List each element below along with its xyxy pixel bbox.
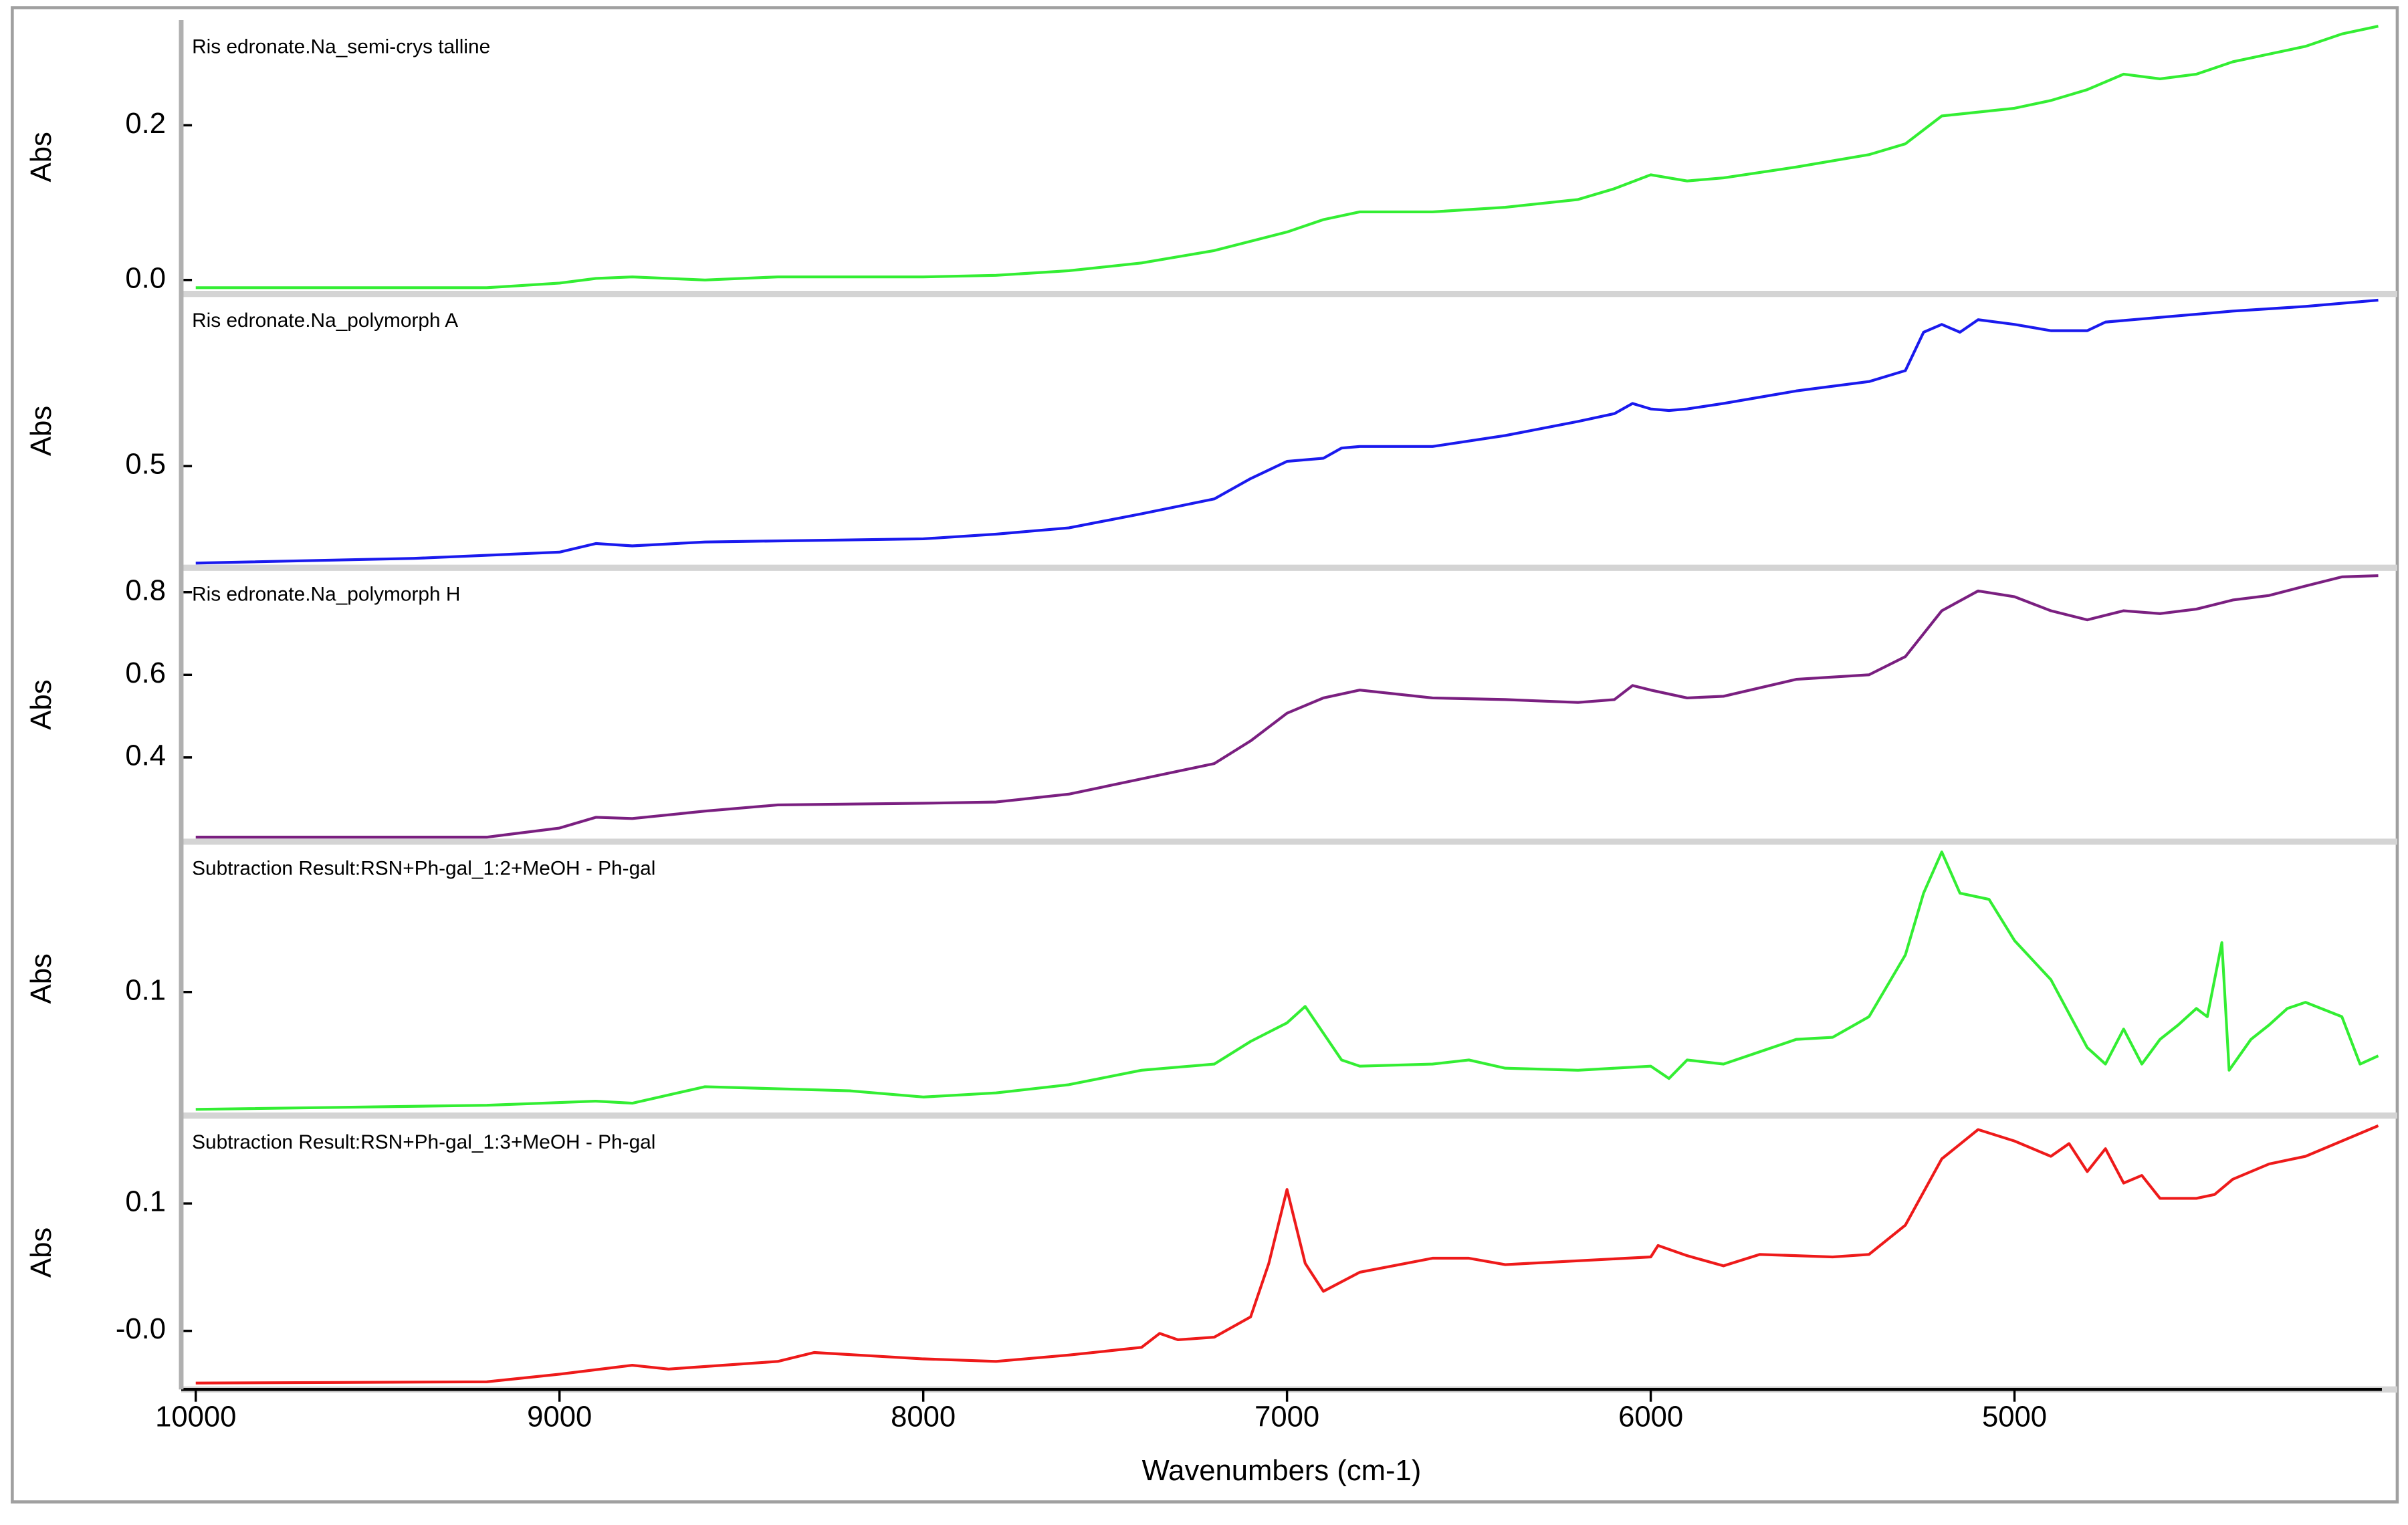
x-tick-label: 10000 xyxy=(155,1401,236,1433)
frame xyxy=(11,6,2399,1504)
y-tick-label: -0.0 xyxy=(116,1312,166,1345)
x-tick-label: 9000 xyxy=(527,1401,592,1433)
y-tick-label: 0.1 xyxy=(125,973,166,1006)
y-tick-label: 0.8 xyxy=(125,574,166,606)
x-tick-label: 6000 xyxy=(1618,1401,1683,1433)
y-axis-label: Abs xyxy=(25,953,58,1004)
x-tick-label: 5000 xyxy=(1982,1401,2047,1433)
x-axis-label: Wavenumbers (cm-1) xyxy=(1142,1454,1422,1487)
y-axis-label: Abs xyxy=(25,679,58,729)
panel-title: Ris edronate.Na_semi-crys talline xyxy=(192,35,490,57)
y-axis-label: Abs xyxy=(25,132,58,182)
y-tick-label: 0.1 xyxy=(125,1185,166,1218)
spectrum-line xyxy=(195,1124,2379,1385)
spectrum-line xyxy=(195,574,2379,839)
y-tick-label: 0.2 xyxy=(125,107,166,140)
y-tick-label: 0.6 xyxy=(125,657,166,689)
panel-title: Subtraction Result:RSN+Ph-gal_1:2+MeOH -… xyxy=(192,857,655,879)
y-tick-label: 0.4 xyxy=(125,739,166,772)
x-tick-label: 8000 xyxy=(891,1401,956,1433)
panel-title: Ris edronate.Na_polymorph A xyxy=(192,310,458,332)
spectrum-line xyxy=(195,298,2379,565)
spectrum-line xyxy=(195,25,2379,289)
x-tick-label: 7000 xyxy=(1254,1401,1319,1433)
y-axis-label: Abs xyxy=(25,406,58,456)
spectrum-line xyxy=(195,850,2379,1111)
y-tick-label: 0.5 xyxy=(125,448,166,481)
y-axis-label: Abs xyxy=(25,1227,58,1278)
panel-title: Ris edronate.Na_polymorph H xyxy=(192,584,460,606)
panel-title: Subtraction Result:RSN+Ph-gal_1:3+MeOH -… xyxy=(192,1131,655,1153)
y-tick-label: 0.0 xyxy=(125,261,166,294)
